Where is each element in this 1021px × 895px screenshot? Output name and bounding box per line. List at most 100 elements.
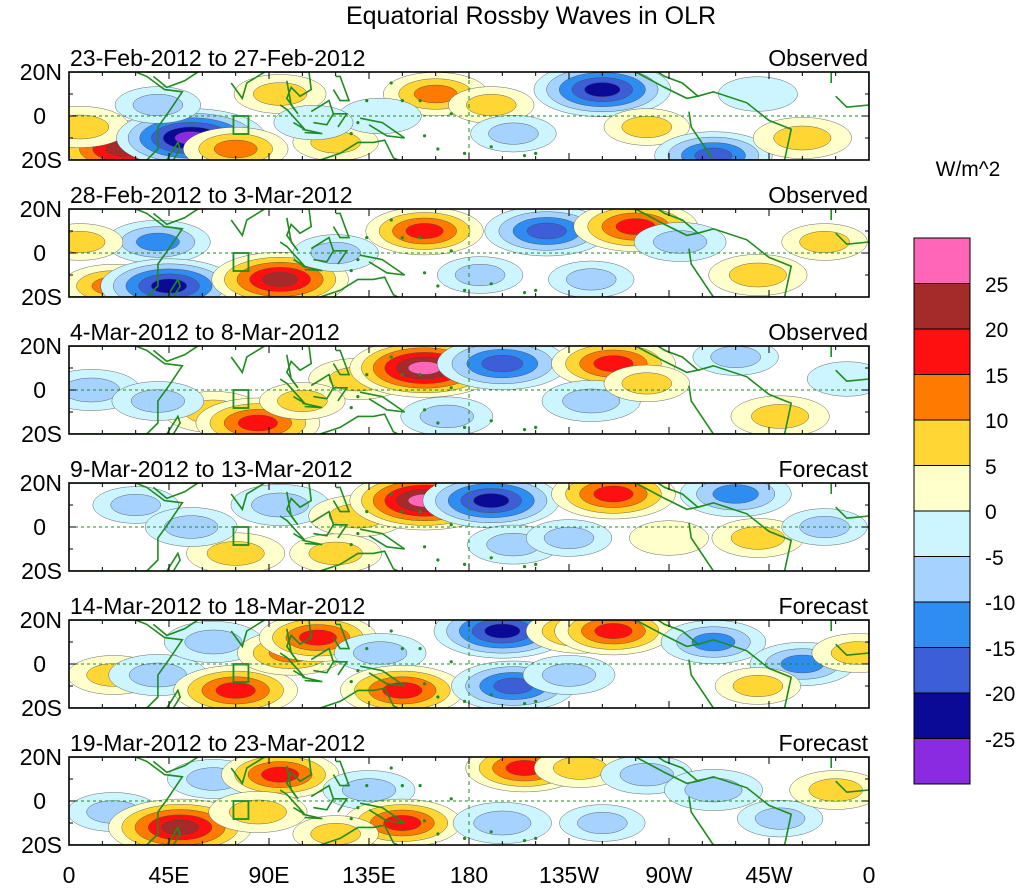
island-marker [349, 680, 353, 684]
coastline [333, 113, 349, 128]
coastline [69, 346, 184, 434]
anomaly-contour [543, 527, 595, 549]
region-box [232, 663, 250, 683]
coastline [273, 346, 313, 389]
anomaly-contour [136, 232, 180, 252]
y-tick-label: 0 [33, 514, 46, 540]
region-box [232, 800, 250, 820]
panel-6: 19-Mar-2012 to 23-Mar-2012 Forecast 20N … [20, 730, 869, 858]
y-tick-label: 20S [21, 421, 62, 447]
colorbar-swatch [913, 237, 971, 284]
panels: 23-Feb-2012 to 27-Feb-2012 Observed 20N … [20, 45, 869, 858]
island-marker [489, 556, 493, 560]
coastline [166, 277, 181, 297]
coastline [332, 623, 351, 650]
anomaly-contour [184, 629, 243, 655]
island-marker [489, 693, 493, 697]
coastline [69, 620, 184, 708]
island-marker [534, 425, 538, 429]
colorbar-swatch [913, 601, 971, 648]
anomaly-contour [562, 388, 621, 414]
panel-kind-label: Observed [768, 319, 868, 345]
anomaly-contour [473, 493, 510, 508]
island-marker [534, 699, 538, 704]
island-marker [389, 766, 393, 770]
coastline [302, 813, 323, 820]
coastline [830, 620, 869, 657]
x-tick-label: 135E [342, 862, 396, 888]
anomaly-field [69, 72, 869, 160]
colorbar-swatch [913, 328, 971, 375]
island-marker [349, 269, 353, 273]
coastline [302, 676, 323, 683]
panel-4: 9-Mar-2012 to 13-Mar-2012 Forecast 20N 0… [20, 456, 869, 584]
coastline [333, 660, 349, 676]
island-marker [349, 132, 353, 136]
coastline [279, 241, 306, 267]
coastline [302, 128, 323, 135]
coastline [146, 620, 200, 637]
coastline [688, 364, 793, 434]
anomaly-contour [566, 268, 617, 291]
y-tick-label: 20N [20, 470, 62, 496]
anomaly-contour [237, 414, 278, 432]
island-marker [418, 647, 422, 651]
anomaly-contour [691, 632, 736, 652]
x-tick-label: 0 [863, 862, 876, 888]
coastline [220, 72, 267, 101]
island-marker [462, 425, 467, 429]
island-marker [422, 134, 427, 138]
coastline [146, 209, 200, 226]
anomaly-contour [382, 682, 423, 699]
anomaly-contour [593, 485, 634, 503]
island-marker [356, 258, 360, 262]
anomaly-contour [712, 484, 759, 504]
anomaly-contour [69, 114, 110, 140]
anomaly-contour [653, 230, 708, 254]
island-marker [436, 421, 440, 425]
panel-3: 4-Mar-2012 to 8-Mar-2012 Observed 20N 0 … [20, 319, 868, 447]
island-marker [522, 839, 527, 843]
coastline [273, 620, 313, 663]
x-tick-label: 135W [539, 862, 599, 888]
island-marker [400, 784, 404, 788]
coastline [220, 620, 267, 649]
anomaly-contour [407, 361, 442, 375]
panel-date-label: 23-Feb-2012 to 27-Feb-2012 [70, 45, 365, 71]
coastline [273, 483, 313, 526]
coastline [332, 760, 351, 787]
island-marker [489, 282, 493, 286]
coastline [332, 486, 351, 513]
y-tick-label: 20N [20, 744, 62, 770]
y-tick-label: 20S [21, 147, 62, 173]
y-tick-label: 20N [20, 607, 62, 633]
coastline [319, 276, 399, 297]
colorbar-swatch [913, 738, 971, 785]
anomaly-contour [69, 231, 106, 253]
coastline [166, 825, 181, 845]
anomaly-contour [206, 541, 265, 566]
coastline [332, 212, 351, 239]
x-tick-label: 45W [745, 862, 793, 888]
island-marker [418, 373, 422, 377]
anomaly-contour [298, 629, 337, 646]
coastline [830, 72, 869, 109]
anomaly-contour [754, 807, 806, 830]
island-marker [449, 386, 453, 390]
coastline [359, 802, 406, 824]
y-tick-label: 0 [33, 651, 46, 677]
island-marker [356, 669, 360, 673]
island-marker [449, 523, 453, 527]
y-tick-label: 0 [33, 240, 46, 266]
y-tick-label: 20S [21, 832, 62, 858]
anomaly-contour [629, 520, 709, 556]
coastline [830, 346, 869, 383]
anomaly-contour [213, 139, 258, 159]
panel-date-label: 9-Mar-2012 to 13-Mar-2012 [70, 456, 353, 482]
island-marker [400, 647, 404, 651]
y-tick-label: 0 [33, 377, 46, 403]
y-tick-label: 20N [20, 196, 62, 222]
island-marker [522, 428, 527, 432]
coastline [688, 90, 793, 160]
